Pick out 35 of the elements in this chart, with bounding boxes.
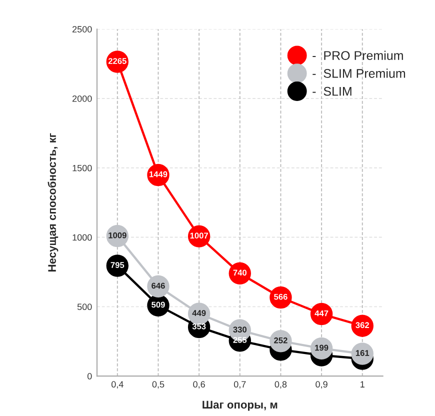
data-label: 740 [233, 270, 247, 276]
data-label: 199 [315, 344, 328, 351]
y-tick-label: 1000 [72, 234, 92, 241]
x-tick-label: 0,4 [111, 381, 124, 389]
y-tick-label: 2500 [72, 26, 92, 32]
data-label: 795 [110, 262, 124, 268]
y-tick-label: 0 [87, 373, 92, 380]
data-label: 161 [356, 350, 370, 356]
data-label: 449 [192, 310, 206, 316]
y-axis-title: Несущая способность, кг [48, 133, 58, 272]
data-label: 353 [192, 323, 206, 330]
data-label: 2265 [108, 58, 126, 64]
legend-label: - SLIM [312, 86, 352, 96]
y-tick-label: 2000 [72, 95, 92, 102]
x-axis-title: Шаг опоры, м [202, 400, 278, 411]
legend-label: - SLIM Premium [312, 68, 406, 78]
y-tick-label: 500 [77, 304, 92, 310]
data-label: 646 [152, 282, 165, 289]
x-tick-label: 1 [360, 381, 364, 388]
data-label: 252 [274, 337, 288, 344]
legend-label: - PRO Premium [312, 50, 403, 60]
data-label: 1009 [108, 232, 126, 238]
data-label: 362 [356, 322, 370, 328]
y-tick-label: 1500 [72, 164, 92, 172]
data-label: 566 [274, 294, 288, 300]
data-label: 447 [314, 310, 328, 316]
data-label: 1449 [150, 171, 168, 178]
x-tick-label: 0,6 [193, 381, 205, 389]
x-tick-label: 0,8 [274, 381, 287, 389]
data-label: 509 [152, 302, 165, 308]
x-tick-label: 0,9 [316, 381, 328, 389]
x-tick-label: 0,5 [152, 381, 164, 389]
x-tick-label: 0,7 [234, 381, 246, 389]
data-label: 1007 [190, 232, 208, 239]
data-label: 330 [233, 326, 247, 333]
